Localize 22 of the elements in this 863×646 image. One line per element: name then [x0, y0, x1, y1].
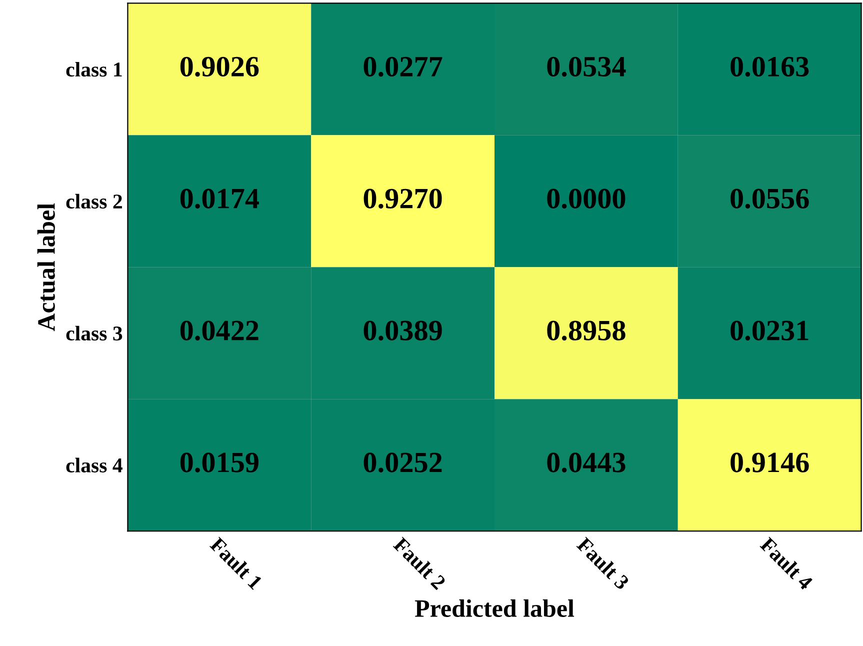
data-label: 0.9026	[180, 56, 259, 77]
y-tick-label: class 3	[66, 326, 122, 341]
x-axis-title: Predicted label	[414, 599, 574, 617]
data-label: 0.0174	[180, 188, 259, 209]
data-label: 0.8958	[547, 320, 626, 341]
y-axis-title: Actual label	[37, 203, 55, 332]
data-label: 0.0389	[364, 320, 442, 341]
y-tick-label: class 1	[66, 62, 122, 77]
data-label: 0.0277	[364, 56, 442, 77]
data-label: 0.0443	[547, 452, 626, 472]
data-label: 0.0000	[547, 188, 626, 209]
data-label: 0.0556	[730, 188, 809, 209]
data-label: 0.0163	[730, 56, 809, 77]
data-label: 0.9270	[364, 188, 442, 209]
data-label: 0.0159	[180, 452, 258, 472]
data-label: 0.0252	[364, 452, 442, 472]
data-label: 0.9146	[730, 452, 809, 472]
y-tick-label: class 2	[66, 194, 122, 209]
data-label: 0.0422	[180, 320, 258, 341]
data-label: 0.0231	[730, 320, 808, 341]
data-label: 0.0534	[547, 56, 626, 77]
y-tick-label: class 4	[66, 458, 122, 472]
